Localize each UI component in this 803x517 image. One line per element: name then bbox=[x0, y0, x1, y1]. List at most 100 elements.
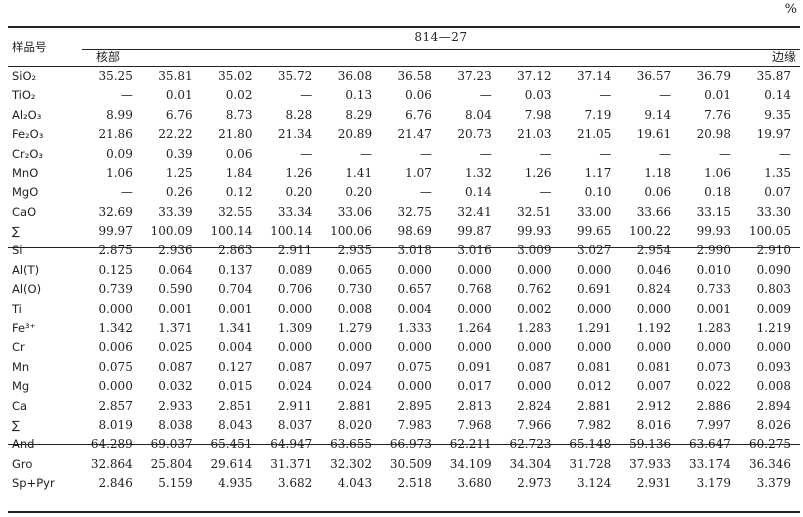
table-cell: 1.371 bbox=[158, 321, 193, 336]
table-cell: 0.007 bbox=[636, 379, 672, 394]
table-cell: 32.75 bbox=[397, 204, 432, 219]
table-cell: 0.137 bbox=[218, 262, 253, 277]
table-cell: 1.264 bbox=[457, 321, 492, 336]
table-cell: 2.931 bbox=[636, 476, 672, 491]
table-cell: — bbox=[419, 146, 432, 161]
table-cell: 5.159 bbox=[158, 476, 193, 491]
table-cell: 0.000 bbox=[636, 340, 672, 355]
table-cell: 0.075 bbox=[98, 359, 133, 374]
table-cell: 33.174 bbox=[688, 456, 731, 471]
table-cell: 32.864 bbox=[90, 456, 133, 471]
row-label: CaO bbox=[12, 204, 37, 219]
table-cell: 32.69 bbox=[98, 204, 133, 219]
table-cell: — bbox=[300, 146, 313, 161]
table-cell: 0.06 bbox=[225, 146, 253, 161]
table-cell: 8.28 bbox=[285, 107, 313, 122]
table-cell: 0.046 bbox=[636, 262, 672, 277]
table-cell: 0.06 bbox=[644, 185, 672, 200]
table-cell: 0.004 bbox=[218, 340, 253, 355]
table-cell: 33.06 bbox=[337, 204, 373, 219]
row-label: And bbox=[12, 437, 35, 452]
row-label: Al(T) bbox=[12, 262, 40, 277]
table-cell: 8.019 bbox=[98, 418, 133, 432]
table-row: Al₂O₃ 8.99 6.76 8.73 8.28 8.29 6.76 8.04 7.98 7.1… bbox=[8, 106, 800, 125]
table-cell: 1.333 bbox=[397, 321, 432, 336]
table-cell: 0.001 bbox=[696, 301, 731, 316]
table-cell: 0.000 bbox=[98, 301, 133, 316]
table-cell: 31.371 bbox=[270, 456, 313, 471]
table-cell: 2.933 bbox=[158, 398, 193, 413]
table-cell: 0.000 bbox=[576, 340, 612, 355]
table-cell: 6.76 bbox=[165, 107, 193, 122]
row-label: Mn bbox=[12, 359, 30, 374]
table-row: CaO 32.69 33.39 32.55 33.34 33.06 32.75 32.41 32… bbox=[8, 203, 800, 222]
table-cell: 1.192 bbox=[636, 321, 672, 336]
table-cell: 8.026 bbox=[756, 418, 791, 432]
table-cell: 37.933 bbox=[629, 456, 672, 471]
table-cell: 62.211 bbox=[449, 437, 492, 452]
table-cell: 100.09 bbox=[150, 224, 193, 239]
table-cell: 2.911 bbox=[277, 398, 313, 413]
table-cell: 8.016 bbox=[636, 418, 672, 432]
table-cell: 3.027 bbox=[576, 243, 612, 258]
row-label: Sp+Pyr bbox=[12, 476, 55, 491]
table-cell: 3.179 bbox=[696, 476, 731, 491]
table-cell: 0.015 bbox=[218, 379, 253, 394]
table-cell: 35.72 bbox=[277, 68, 313, 83]
table-cell: 7.982 bbox=[576, 418, 612, 432]
table-cell: 2.936 bbox=[158, 243, 193, 258]
table-cell: 99.93 bbox=[517, 224, 552, 239]
table-cell: 0.017 bbox=[457, 379, 492, 394]
table-cell: 100.14 bbox=[270, 224, 313, 239]
table-cell: 0.000 bbox=[337, 340, 373, 355]
table-cell: 100.14 bbox=[210, 224, 253, 239]
row-label: Ca bbox=[12, 398, 28, 413]
table-cell: 8.29 bbox=[345, 107, 373, 122]
table-cell: 0.001 bbox=[158, 301, 193, 316]
table-cell: 1.84 bbox=[225, 165, 253, 180]
table-cell: 7.19 bbox=[584, 107, 612, 122]
table-cell: 65.148 bbox=[569, 437, 612, 452]
table-cell: 0.01 bbox=[704, 88, 731, 103]
table-cell: — bbox=[120, 88, 133, 103]
table-cell: 36.08 bbox=[337, 68, 373, 83]
table-cell: 1.283 bbox=[517, 321, 552, 336]
section-rule-2 bbox=[8, 444, 800, 445]
table-cell: 36.57 bbox=[636, 68, 672, 83]
table-cell: 66.973 bbox=[389, 437, 432, 452]
row-label: Mg bbox=[12, 379, 30, 394]
table-cell: — bbox=[718, 146, 731, 161]
table-cell: 0.000 bbox=[576, 262, 612, 277]
table-cell: 8.04 bbox=[464, 107, 492, 122]
table-cell: 2.910 bbox=[756, 243, 791, 258]
table-cell: 1.309 bbox=[277, 321, 313, 336]
table-cell: 1.32 bbox=[464, 165, 492, 180]
table-cell: 0.073 bbox=[696, 359, 731, 374]
table-cell: 0.081 bbox=[576, 359, 612, 374]
table-cell: 0.10 bbox=[584, 185, 612, 200]
row-label: Fe³⁺ bbox=[12, 321, 36, 336]
table-row: Al(O) 0.739 0.590 0.704 0.706 0.730 0.657 0.768… bbox=[8, 280, 800, 299]
table-cell: 2.990 bbox=[696, 243, 731, 258]
table-row: Ca 2.857 2.933 2.851 2.911 2.881 2.895 2.813 2.8… bbox=[8, 396, 800, 415]
table-cell: 0.002 bbox=[517, 301, 552, 316]
table-cell: 0.025 bbox=[158, 340, 193, 355]
rim-label: 边缘 bbox=[771, 49, 796, 64]
table-cell: 1.219 bbox=[756, 321, 791, 336]
row-label: Ti bbox=[12, 301, 22, 316]
row-label: MnO bbox=[12, 165, 39, 180]
table-cell: 19.97 bbox=[756, 127, 791, 142]
table-cell: 1.26 bbox=[524, 165, 552, 180]
table-cell: 33.30 bbox=[756, 204, 791, 219]
sample-label: 样品号 bbox=[12, 39, 47, 54]
table-cell: 0.09 bbox=[106, 146, 133, 161]
table-cell: 0.20 bbox=[285, 185, 313, 200]
table-cell: 0.081 bbox=[636, 359, 672, 374]
row-label: ∑ bbox=[12, 418, 20, 432]
table-cell: 1.279 bbox=[337, 321, 373, 336]
table-row: And 64.289 69.037 65.451 64.947 63.655 66.973 6… bbox=[8, 435, 800, 454]
table-row: TiO₂ — 0.01 0.02 — 0.13 0.06 — 0.03 — — 0.01 0.14 bbox=[8, 86, 800, 105]
table-cell: 0.762 bbox=[517, 282, 552, 297]
row-label: Fe₂O₃ bbox=[12, 127, 44, 142]
bottom-rule bbox=[8, 511, 800, 513]
